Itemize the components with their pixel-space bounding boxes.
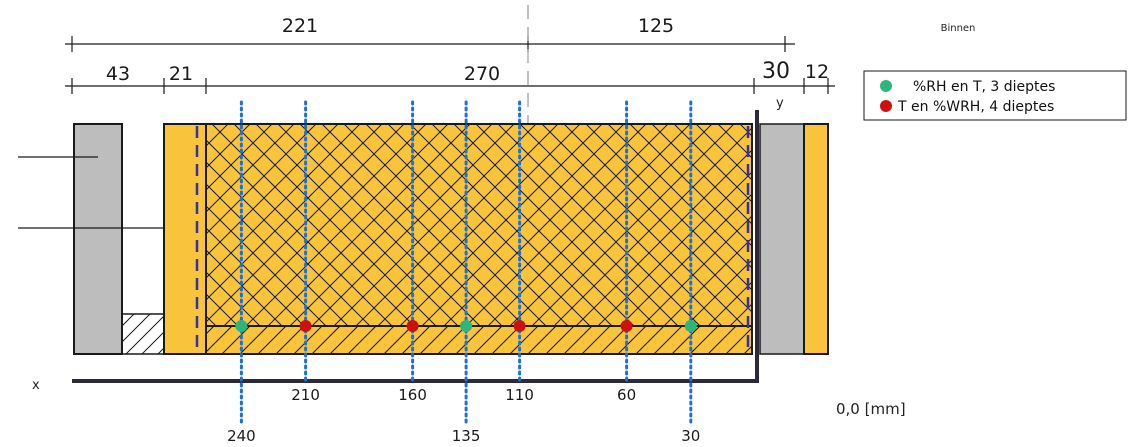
bottom-frame <box>206 326 752 354</box>
legend-marker-wrh <box>880 100 892 112</box>
probe-label-160: 160 <box>398 386 427 404</box>
legend-marker-rh <box>880 80 892 92</box>
inner-finish-layer <box>803 123 829 355</box>
dim-21: 21 <box>169 63 193 85</box>
probe-marker-240 <box>235 320 248 332</box>
probe-label-240: 240 <box>227 427 256 445</box>
probe-label-210: 210 <box>291 386 320 404</box>
probe-marker-210 <box>299 320 312 332</box>
dimension-lines <box>65 36 835 94</box>
axis-x-label: x <box>32 378 40 393</box>
axis-y-label: y <box>776 96 784 111</box>
dim-12: 12 <box>805 61 829 83</box>
probe-group: 240 210 160 135 110 60 30 <box>227 100 700 445</box>
probe-marker-135 <box>460 320 473 332</box>
probe-marker-110 <box>513 320 526 332</box>
dim-270: 270 <box>464 63 500 85</box>
probe-marker-60 <box>620 320 633 332</box>
dim-221: 221 <box>282 15 318 37</box>
probe-marker-30 <box>684 320 697 332</box>
probe-label-30: 30 <box>681 427 700 445</box>
dim-125: 125 <box>638 15 674 37</box>
probe-label-135: 135 <box>452 427 481 445</box>
binnen-label: Binnen <box>941 23 976 34</box>
probe-label-60: 60 <box>617 386 636 404</box>
sheathing-board <box>163 123 207 355</box>
probe-label-110: 110 <box>505 386 534 404</box>
legend-label-rh: %RH en T, 3 dieptes <box>913 79 1055 95</box>
legend-label-wrh: T en %WRH, 4 dieptes <box>897 99 1054 115</box>
cavity-hatched-block <box>121 313 165 355</box>
dim-30: 30 <box>762 59 790 84</box>
outer-brick-layer <box>73 123 123 355</box>
origin-label: 0,0 [mm] <box>836 400 906 418</box>
probe-marker-160 <box>406 320 419 332</box>
dim-43: 43 <box>106 63 130 85</box>
legend: %RH en T, 3 dieptes T en %WRH, 4 dieptes <box>863 70 1127 121</box>
inner-board-layer <box>759 123 805 355</box>
